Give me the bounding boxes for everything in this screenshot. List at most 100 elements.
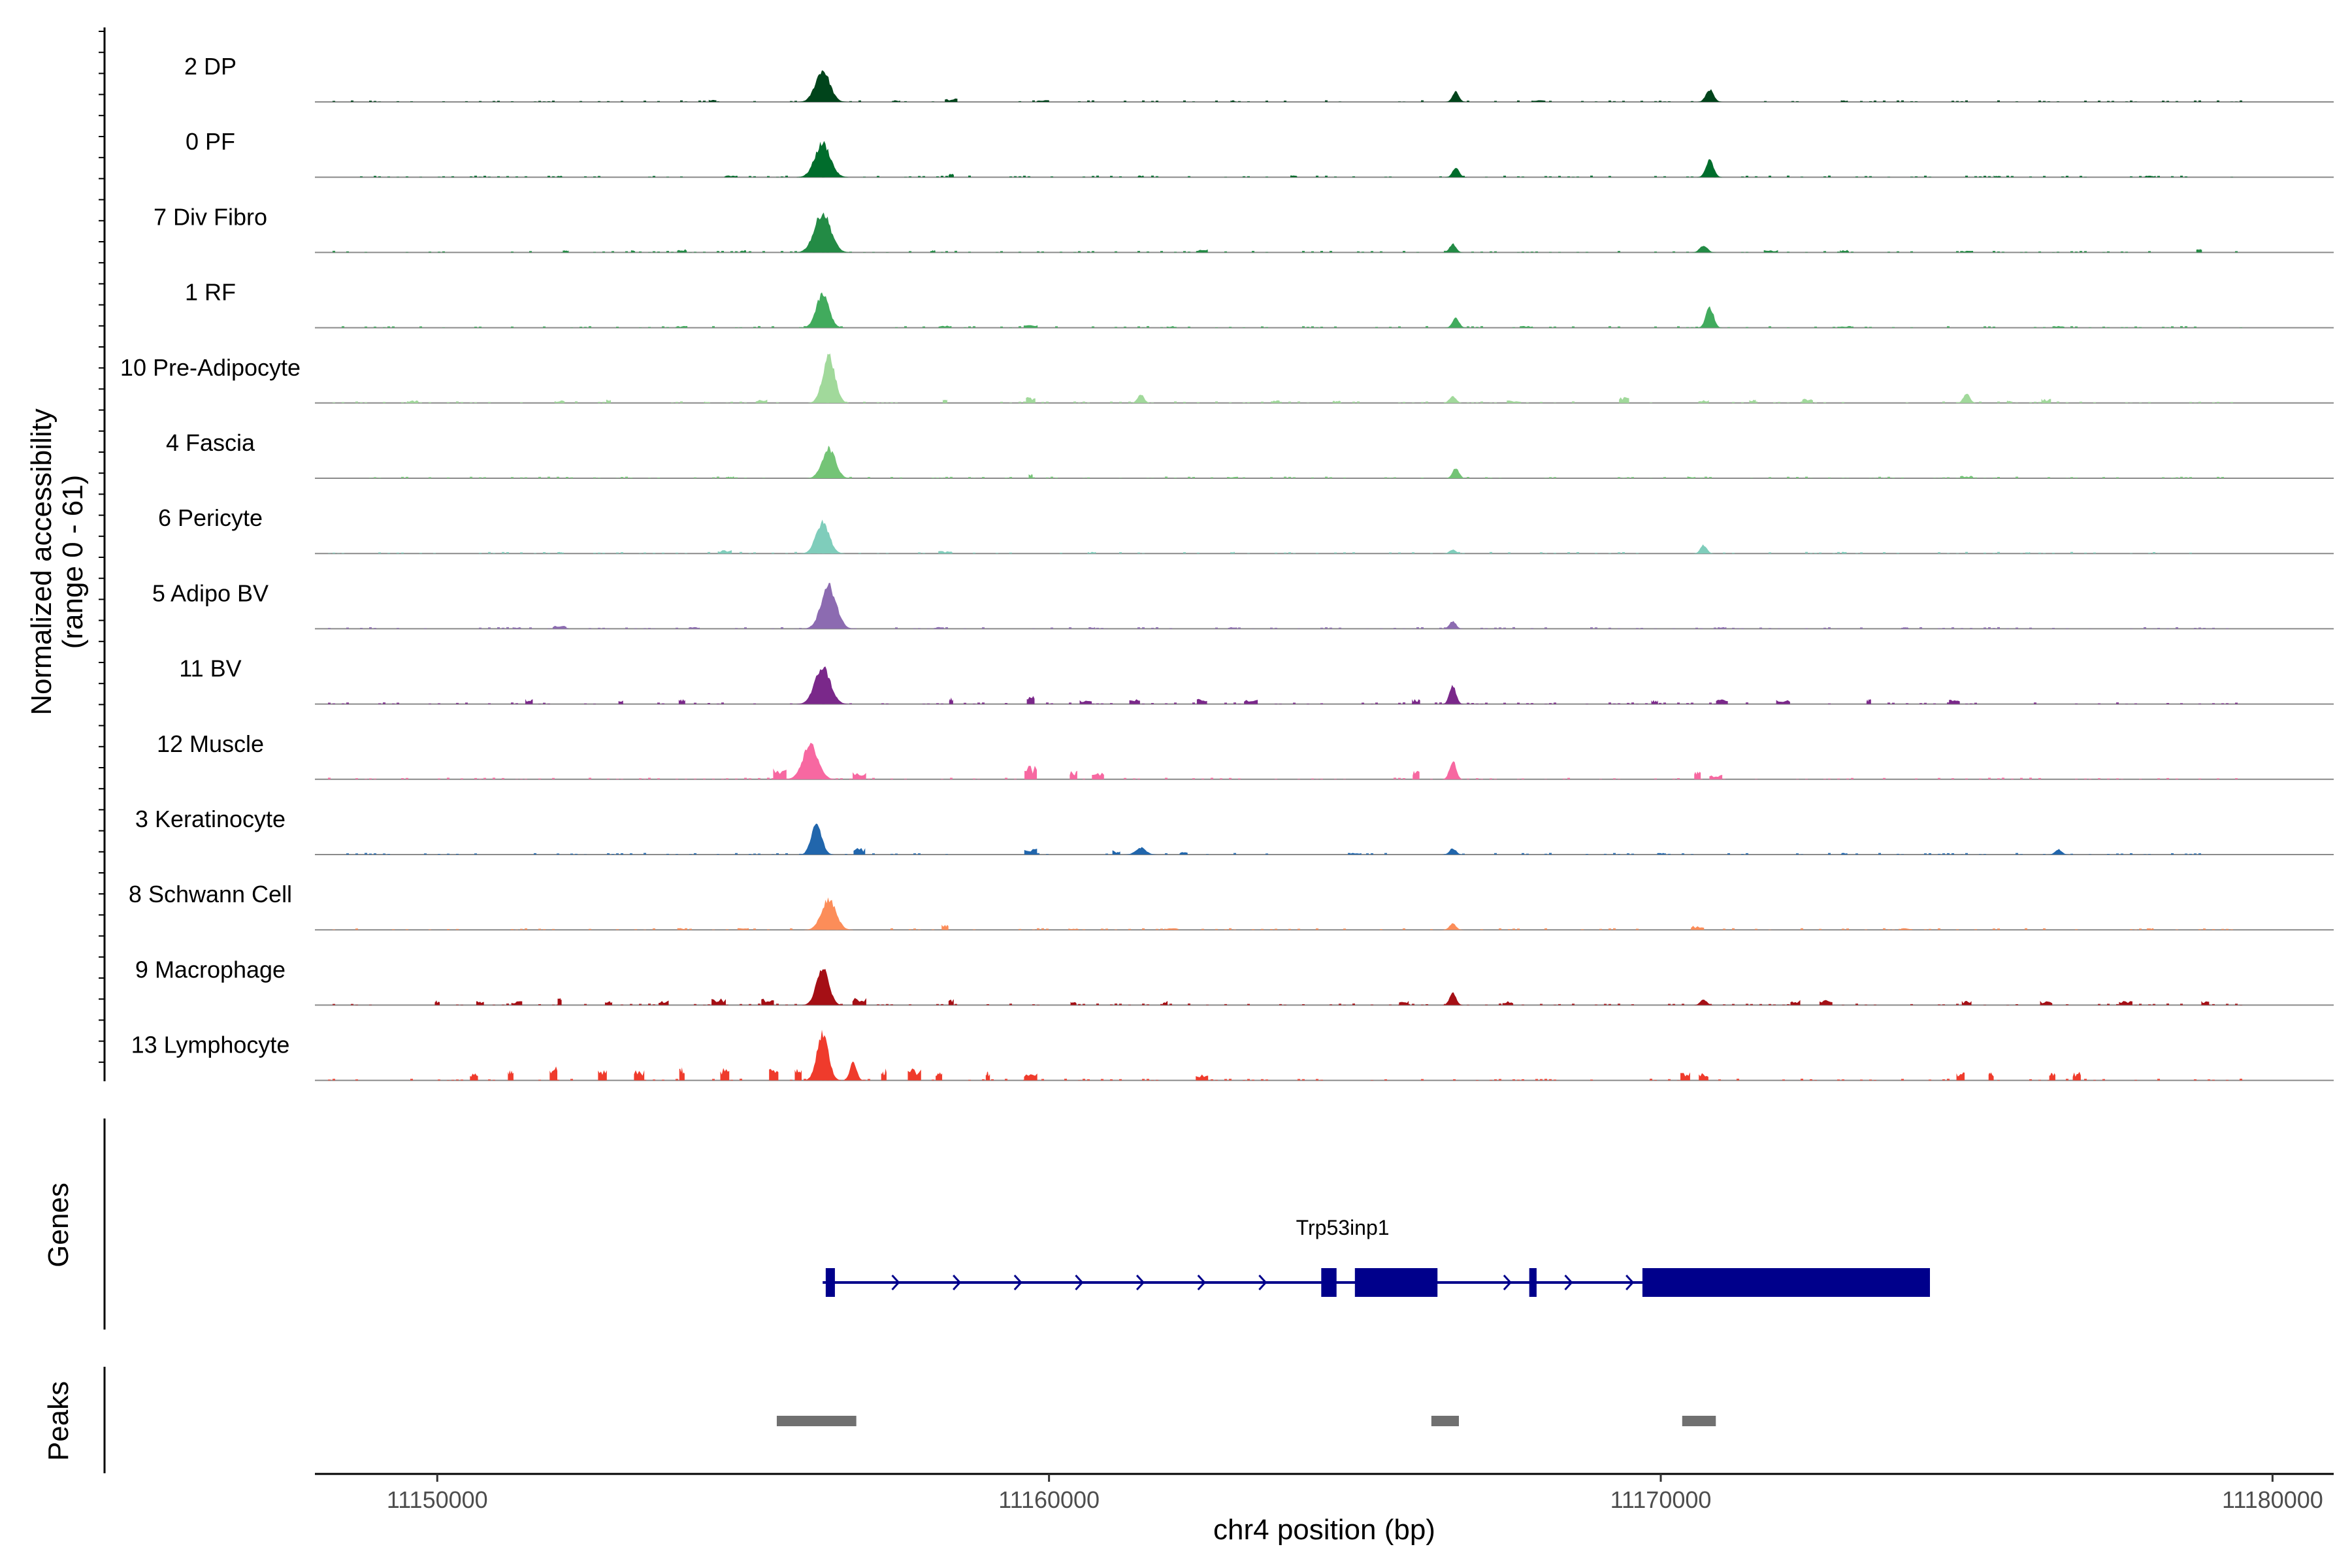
track-blip	[1112, 850, 1120, 855]
track-blip	[1244, 700, 1258, 704]
track-peak	[799, 823, 834, 855]
track-blip	[934, 627, 944, 629]
track-peak	[794, 212, 851, 253]
gene-exon	[825, 1268, 835, 1297]
strand-arrow-icon	[953, 1274, 962, 1291]
coverage-y-axis-ticks	[99, 31, 105, 1063]
track-blip	[563, 250, 569, 253]
track-blip	[677, 928, 687, 930]
track-blip	[948, 174, 954, 178]
track-blip	[930, 250, 936, 253]
track-blip	[1137, 175, 1144, 178]
track-blip	[907, 1068, 921, 1081]
track-blip	[1698, 400, 1709, 403]
track-blip	[949, 697, 953, 704]
track-peak	[796, 140, 849, 178]
gene-model: Trp53inp1	[823, 1216, 1930, 1297]
track-blip	[2201, 1001, 2210, 1005]
track-blip	[511, 1001, 523, 1005]
track-peak	[1690, 246, 1717, 253]
track-blip	[853, 847, 866, 855]
peak-region-bar	[1431, 1416, 1459, 1426]
track-blip	[942, 399, 947, 403]
track-peak	[798, 70, 847, 102]
peak-bars	[776, 1416, 1716, 1426]
strand-arrow-icon	[1197, 1274, 1206, 1291]
track-label: 0 PF	[186, 128, 235, 155]
track-9: 12 Muscle	[157, 730, 2334, 780]
track-blip	[1840, 100, 1848, 102]
track-blip	[1079, 700, 1092, 704]
track-blip	[1196, 1074, 1209, 1081]
track-peak	[1697, 89, 1723, 102]
track-blip	[945, 98, 958, 102]
x-axis-title: chr4 position (bp)	[1213, 1514, 1435, 1546]
track-background-signal	[328, 551, 2192, 554]
track-label: 12 Muscle	[157, 730, 264, 757]
genes-panel-title: Genes	[42, 1183, 74, 1267]
track-blip	[1028, 474, 1033, 478]
track-blip	[630, 250, 636, 253]
track-blip	[407, 400, 419, 403]
track-blip	[1088, 627, 1096, 629]
track-blip	[1819, 1000, 1833, 1005]
track-label: 2 DP	[184, 53, 237, 80]
track-blip	[1412, 699, 1420, 704]
track-peak	[1445, 168, 1467, 178]
track-label: 3 Keratinocyte	[135, 806, 286, 832]
track-blip	[1531, 100, 1546, 102]
track-blip	[1949, 700, 1960, 704]
peak-region-bar	[1682, 1416, 1716, 1426]
track-label: 1 RF	[185, 279, 236, 306]
track-peak	[1445, 91, 1467, 102]
track-blip	[1026, 696, 1035, 704]
track-peak	[1123, 847, 1158, 855]
track-blip	[936, 1072, 943, 1081]
track-label: 4 Fascia	[166, 429, 255, 456]
track-blip	[948, 999, 954, 1005]
track-blip	[2119, 1001, 2132, 1005]
coverage-tracks: 2 DP 0 PF 7 Div Fibro 1 RF 10 Pre-Adipocyte 4…	[120, 53, 2334, 1081]
track-blip	[1776, 700, 1790, 704]
track-blip	[1763, 250, 1778, 253]
x-axis: 11150000 11160000 11170000 11180000 chr4 po…	[315, 1473, 2334, 1546]
track-peak	[1441, 992, 1464, 1005]
track-peak	[796, 666, 849, 704]
genes-panel: Genes Trp53inp1	[42, 1119, 1930, 1330]
track-peak	[1692, 1000, 1715, 1005]
track-blip	[794, 1068, 802, 1081]
track-peak	[1441, 923, 1464, 930]
track-blip	[1960, 250, 1974, 253]
track-blip	[1088, 551, 1096, 554]
track-peak	[1441, 549, 1464, 554]
track-peak	[803, 1029, 842, 1081]
track-peak	[1130, 395, 1152, 403]
track-background-signal	[333, 928, 2233, 930]
track-blip	[1332, 400, 1341, 403]
track-peak	[1692, 544, 1715, 554]
gene-exon	[1529, 1268, 1537, 1297]
track-blip	[604, 1001, 612, 1005]
track-blip	[704, 401, 710, 403]
track-peak	[801, 292, 845, 328]
track-blip	[557, 176, 563, 178]
track-blip	[724, 175, 738, 178]
strand-arrow-icon	[1075, 1274, 1084, 1291]
track-blip	[1841, 853, 1848, 855]
track-blip	[1651, 700, 1658, 704]
track-blip	[1699, 1073, 1708, 1081]
track-blip	[1902, 627, 1909, 629]
track-blip	[2049, 1072, 2055, 1081]
x-axis-tick-label: 11170000	[1610, 1486, 1712, 1513]
track-peak	[1441, 243, 1464, 253]
track-blip	[708, 99, 717, 102]
track-10: 3 Keratinocyte	[135, 806, 2334, 855]
track-blip	[727, 476, 734, 478]
track-blip	[1837, 325, 1852, 328]
track-blip	[549, 1066, 558, 1081]
track-blip	[598, 1070, 607, 1081]
track-label: 6 Pericyte	[158, 504, 263, 531]
gene-exon	[1321, 1268, 1337, 1297]
track-label: 13 Lymphocyte	[131, 1032, 290, 1058]
